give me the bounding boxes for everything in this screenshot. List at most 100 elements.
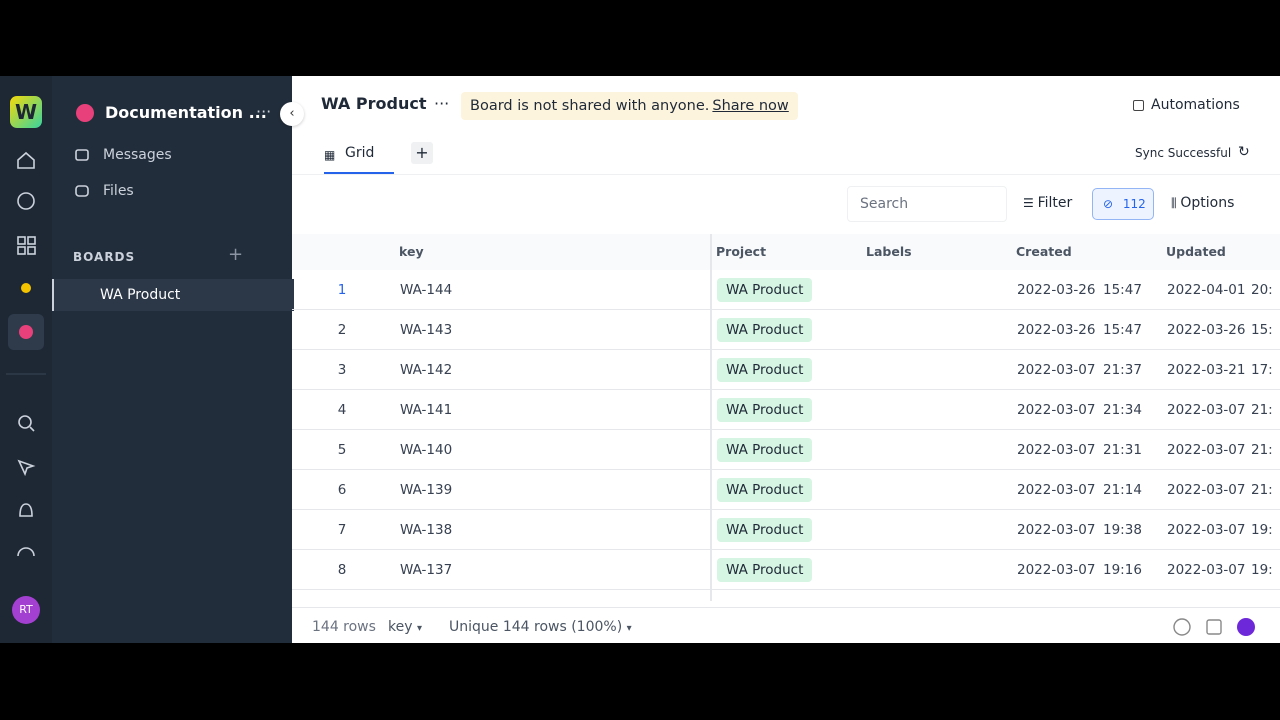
created-time: 21:31 <box>1103 442 1142 458</box>
updated-date: 2022-03-07 <box>1167 522 1246 538</box>
footer-icons <box>1173 618 1255 636</box>
share-notice: Board is not shared with anyone. Share no… <box>461 92 798 120</box>
sync-status: Sync Successful <box>1135 146 1232 160</box>
column-header: key <box>399 244 424 259</box>
row-line <box>292 549 1280 550</box>
search-placeholder: Search <box>860 196 909 212</box>
field-select[interactable]: key ▾ <box>388 619 422 635</box>
board-title: WA Product <box>321 94 427 113</box>
icon-rail: W RT <box>0 76 52 643</box>
logo[interactable]: W <box>10 96 42 128</box>
created-date: 2022-03-26 <box>1017 282 1096 298</box>
row-line <box>292 429 1280 430</box>
share-link[interactable]: Share now <box>712 98 789 114</box>
created-date: 2022-03-07 <box>1017 482 1096 498</box>
hidden-count: 112 <box>1122 197 1146 211</box>
project-tag: WA Product <box>717 438 813 462</box>
created-time: 21:14 <box>1103 482 1142 498</box>
app: W RT Documentation ... ··· ‹ Messages Fi… <box>0 76 1280 643</box>
created-time: 21:34 <box>1103 402 1142 418</box>
row-line <box>292 589 1280 590</box>
key: WA-137 <box>400 562 453 578</box>
updated-date: 2022-03-07 <box>1167 482 1246 498</box>
column-header: Labels <box>866 244 912 259</box>
updated-time: 20: <box>1251 282 1273 298</box>
updated-time: 21:3 <box>1251 442 1273 458</box>
key: WA-140 <box>400 442 453 458</box>
row-number: 4 <box>337 402 347 418</box>
add-view[interactable]: + <box>411 142 433 164</box>
created-time: 21:37 <box>1103 362 1142 378</box>
created-date: 2022-03-26 <box>1017 322 1096 338</box>
row-number: 3 <box>337 362 347 378</box>
options-label: Options <box>1180 195 1235 211</box>
project-tag: WA Product <box>717 318 813 342</box>
nav-item[interactable]: Messages <box>103 147 172 163</box>
row-line <box>292 389 1280 390</box>
created-time: 15:47 <box>1103 322 1142 338</box>
row-number: 6 <box>337 482 347 498</box>
nav-icons <box>75 149 89 197</box>
created-date: 2022-03-07 <box>1017 402 1096 418</box>
board-item[interactable]: WA Product <box>100 287 181 303</box>
key: WA-141 <box>400 402 453 418</box>
project-tag: WA Product <box>717 518 813 542</box>
board-item-bg[interactable] <box>52 279 294 311</box>
project-tag: WA Product <box>717 398 813 422</box>
row-line <box>292 309 1280 310</box>
footer-divider <box>292 607 1280 608</box>
updated-date: 2022-03-07 <box>1167 562 1246 578</box>
row-count: 144 rows <box>312 619 376 635</box>
options[interactable]: ⫼ Options <box>1171 195 1235 211</box>
column-header: Project <box>716 244 767 259</box>
freeze-divider <box>710 234 712 601</box>
hidden-fields[interactable]: ⊘ 112 <box>1092 188 1154 220</box>
row-number: 1 <box>337 282 347 298</box>
created-time: 19:38 <box>1103 522 1142 538</box>
board-menu[interactable]: ··· <box>434 94 450 113</box>
row-number: 8 <box>337 562 347 578</box>
key: WA-143 <box>400 322 453 338</box>
workspace-name[interactable]: Documentation ... <box>105 103 267 122</box>
created-date: 2022-03-07 <box>1017 562 1096 578</box>
created-date: 2022-03-07 <box>1017 442 1096 458</box>
updated-date: 2022-04-01 <box>1167 282 1246 298</box>
key: WA-139 <box>400 482 453 498</box>
grid-tab[interactable]: Grid <box>345 145 375 161</box>
filter[interactable]: ☰ Filter <box>1023 195 1073 211</box>
column-header: Created <box>1016 244 1072 259</box>
more[interactable]: ··· <box>256 102 272 121</box>
divider <box>292 174 1280 175</box>
row-number: 7 <box>337 522 347 538</box>
sync-icon[interactable]: ↻ <box>1238 144 1250 160</box>
updated-time: 19:3 <box>1251 522 1273 538</box>
created-date: 2022-03-07 <box>1017 522 1096 538</box>
collapse[interactable]: ‹ <box>280 102 304 126</box>
add-board[interactable]: + <box>228 244 244 265</box>
notice-text: Board is not shared with anyone. <box>470 98 710 114</box>
nav-item[interactable]: Files <box>103 183 134 199</box>
updated-date: 2022-03-26 <box>1167 322 1246 338</box>
row-line <box>292 509 1280 510</box>
key: WA-142 <box>400 362 453 378</box>
filter-label: Filter <box>1037 195 1073 211</box>
row-number: 5 <box>337 442 347 458</box>
automations-icon <box>1133 100 1144 111</box>
project-tag: WA Product <box>717 478 813 502</box>
updated-date: 2022-03-07 <box>1167 402 1246 418</box>
search[interactable]: Search <box>847 186 1007 222</box>
key: WA-144 <box>400 282 453 298</box>
workspace-icon <box>76 104 94 122</box>
summary-select[interactable]: Unique 144 rows (100%) ▾ <box>449 619 632 635</box>
row-line <box>292 349 1280 350</box>
project-tag: WA Product <box>717 558 813 582</box>
table-header <box>292 234 1280 270</box>
field-key: key <box>388 619 413 635</box>
automations[interactable]: Automations <box>1151 97 1240 113</box>
section-label: BOARDS <box>73 250 136 264</box>
column-header: Updated <box>1166 244 1226 259</box>
avatar[interactable]: RT <box>12 596 40 624</box>
sidebar: Documentation ... ··· ‹ Messages Files B… <box>52 76 304 643</box>
rail-icons <box>6 151 46 556</box>
